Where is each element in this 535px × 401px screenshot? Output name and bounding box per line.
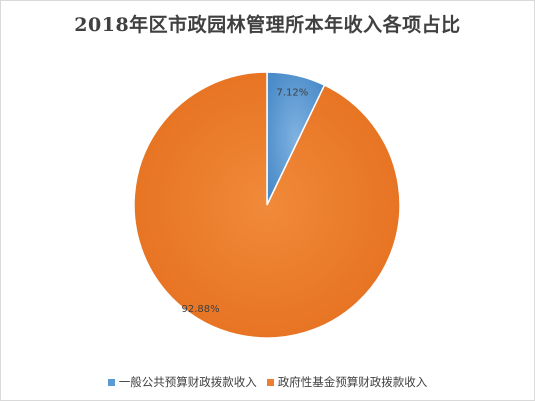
legend-label-general-budget: 一般公共预算财政拨款收入 [118, 375, 257, 389]
legend-item-general-budget: 一般公共预算财政拨款收入 [107, 374, 257, 390]
legend-swatch-government-fund [266, 378, 274, 386]
legend-swatch-general-budget [107, 378, 115, 386]
data-label-government-fund: 92.88% [182, 304, 220, 315]
legend-label-government-fund: 政府性基金预算财政拨款收入 [277, 375, 428, 389]
data-label-general-budget: 7.12% [276, 87, 308, 98]
chart-title: 2018年区市政园林管理所本年收入各项占比 [74, 14, 461, 36]
pie-slice-government-fund [133, 71, 401, 339]
legend-item-government-fund: 政府性基金预算财政拨款收入 [266, 374, 428, 390]
legend: 一般公共预算财政拨款收入 政府性基金预算财政拨款收入 [0, 374, 535, 390]
